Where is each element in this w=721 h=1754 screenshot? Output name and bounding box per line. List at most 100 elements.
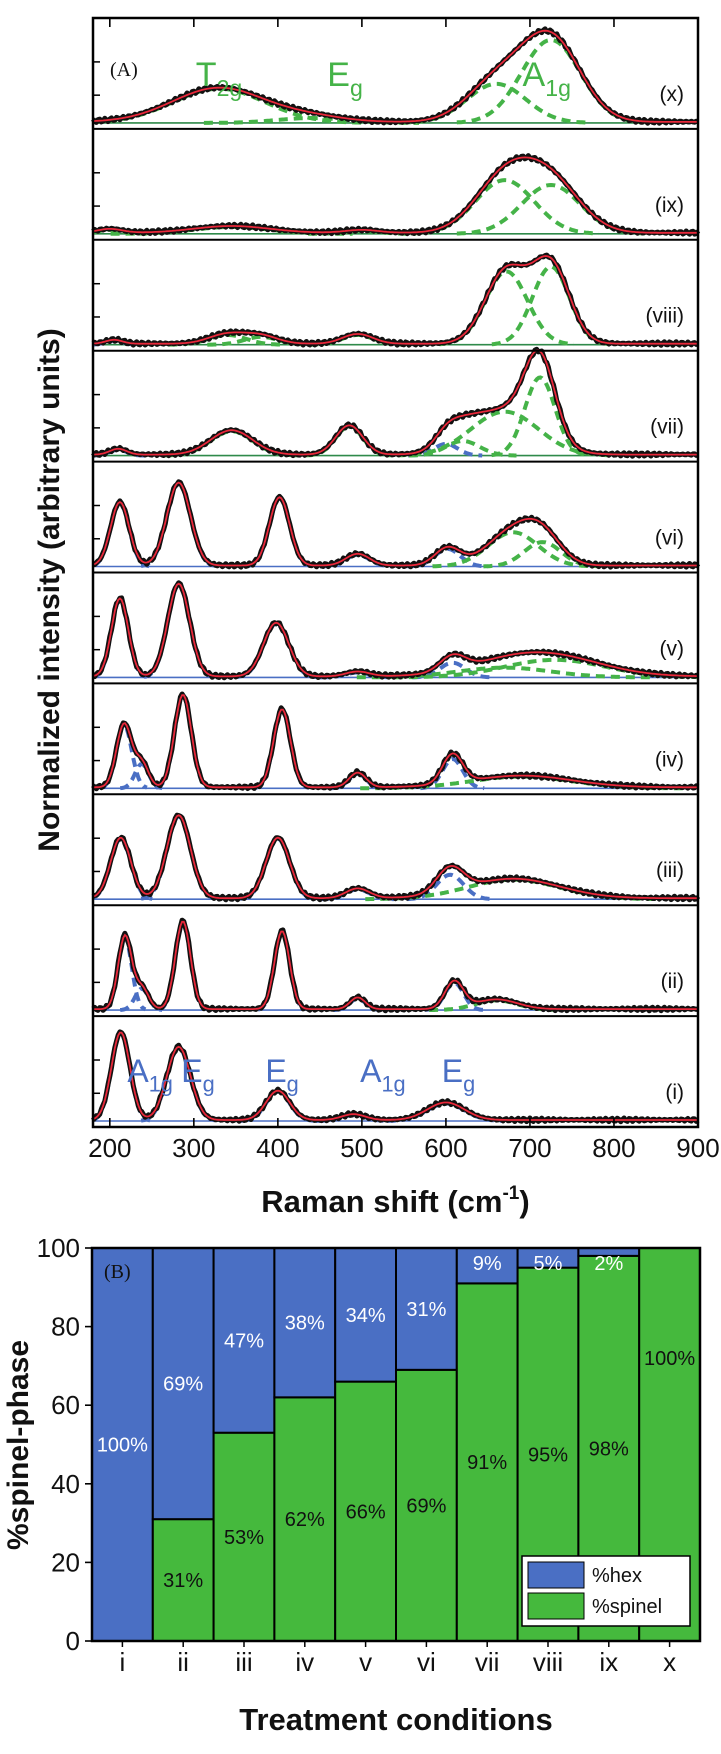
spectrum-5: (v): [92, 580, 699, 681]
fitted-spectrum-line: [92, 255, 698, 345]
x-tick-label: v: [359, 1647, 372, 1677]
hex-mode-label: A1g: [360, 1053, 406, 1097]
hex-component-peak: [408, 441, 483, 458]
spinel-percent-label: 95%: [528, 1444, 568, 1466]
bar-frame: [90, 1246, 702, 1643]
hex-percent-label: 5%: [534, 1253, 563, 1275]
y-axis-label: Normalized intensity (arbitrary units): [33, 328, 66, 851]
bar-vi: 69% 31%: [395, 1247, 458, 1642]
bar-v: 66% 34%: [334, 1247, 398, 1642]
spinel-percent-label: 98%: [589, 1438, 629, 1460]
bar-i: 100%: [91, 1247, 154, 1642]
spectrum-10: (x): [91, 26, 699, 126]
hex-mode-label: Eg: [265, 1053, 298, 1097]
x-tick-label: iv: [295, 1647, 314, 1677]
spinel-bar-segment: [334, 1380, 398, 1642]
spectrum-9: (ix): [91, 153, 701, 237]
hex-component-peak: [119, 761, 163, 791]
spinel-percent-label: 69%: [406, 1495, 446, 1517]
spinel-percent-label: 31%: [163, 1570, 203, 1592]
spectrum-label: (ii): [661, 970, 684, 993]
spinel-mode-label: Eg: [327, 56, 363, 101]
spectrum-8: (viii): [91, 252, 699, 348]
x-tick-label: 700: [508, 1133, 551, 1163]
hex-component-peak: [420, 756, 485, 791]
spinel-bar-segment: [212, 1431, 276, 1642]
fitted-spectrum-line: [92, 814, 698, 900]
bar-vii: 91% 9%: [455, 1247, 519, 1642]
x-tick-label: iii: [235, 1647, 252, 1677]
hex-percent-label: 69%: [163, 1374, 203, 1396]
y-tick-label: 60: [51, 1390, 80, 1420]
x-axis-label: Raman shift (cm-1): [261, 1183, 529, 1219]
hex-bar-segment: [151, 1247, 215, 1521]
x-tick-label: 800: [592, 1133, 635, 1163]
fitted-spectrum-line: [92, 29, 698, 123]
bar-iv: 62% 38%: [273, 1247, 337, 1642]
x-tick-label: i: [120, 1647, 126, 1677]
y-tick-label: 80: [51, 1312, 80, 1342]
spinel-component-peak: [491, 375, 588, 458]
spinel-percent-label: 62%: [285, 1509, 325, 1531]
hex-percent-label: 47%: [224, 1330, 264, 1352]
fitted-spectrum-line: [93, 920, 698, 1010]
legend: %hex %spinel: [521, 1555, 691, 1627]
spinel-mode-label: A1g: [523, 56, 571, 101]
spectrum-label: (v): [660, 637, 685, 660]
fitted-spectrum-line: [92, 349, 698, 456]
fitted-spectrum-line: [92, 1031, 698, 1121]
x-tick-label: vii: [475, 1647, 500, 1677]
x-tick-label: ii: [177, 1647, 189, 1677]
fitted-spectrum-line: [92, 156, 698, 234]
panel-label: (A): [110, 59, 138, 81]
y-tick-label: 20: [51, 1547, 80, 1577]
hex-component-peak: [119, 986, 163, 1012]
fitted-spectrum-line: [92, 582, 698, 678]
spectrum-4: (iv): [91, 691, 700, 792]
hex-percent-label: 2%: [594, 1253, 623, 1275]
bar-iii: 53% 47%: [212, 1247, 276, 1642]
x-tick-label: 300: [172, 1133, 215, 1163]
spinel-component-peak: [203, 116, 419, 125]
hex-percent-label: 31%: [406, 1299, 446, 1321]
spinel-percent-label: 53%: [224, 1527, 264, 1549]
spinel-mode-label: T2g: [196, 56, 243, 101]
spectrum-2: (ii): [91, 917, 699, 1014]
legend-label: %hex: [592, 1565, 642, 1587]
x-tick-label: ix: [599, 1647, 618, 1677]
x-tick-label: 400: [256, 1133, 299, 1163]
bar-ii: 31% 69%: [151, 1247, 215, 1643]
spectrum-6: (vi): [92, 479, 701, 570]
spectrum-label: (x): [660, 83, 685, 106]
phase-fraction-bar-panel: 100% i 31% 69% ii 53% 47% iii 62% 38% iv 66% 34% v 69%…: [2, 1233, 702, 1737]
legend-swatch: [527, 1592, 585, 1620]
hex-mode-label: A1g: [127, 1053, 173, 1097]
y-tick-label: 100: [37, 1233, 80, 1263]
spinel-percent-label: 91%: [467, 1452, 507, 1474]
spectrum-7: (vii): [91, 346, 700, 459]
hex-component-peak: [99, 722, 148, 790]
y-tick-label: 40: [51, 1469, 80, 1499]
fitted-spectrum-line: [93, 694, 698, 789]
spinel-bar-segment: [151, 1518, 215, 1643]
hex-percent-label: 100%: [97, 1435, 148, 1457]
spectra-frame: [91, 16, 700, 1129]
fitted-spectrum-line: [92, 481, 698, 567]
hex-percent-label: 38%: [285, 1313, 325, 1335]
raman-spectra-panel: (i) (ii) (iii) (iv) (v) (vi) (vii) (viii) (ix) (x…: [33, 16, 720, 1219]
y-axis-label: %spinel-phase: [2, 1340, 35, 1550]
spinel-bar-segment: [395, 1368, 458, 1642]
spectrum-label: (vi): [655, 527, 684, 550]
spectrum-label: (iii): [656, 859, 684, 882]
hex-mode-label: Eg: [442, 1053, 475, 1097]
legend-label: %spinel: [592, 1596, 662, 1618]
hex-bar-segment: [91, 1247, 154, 1642]
x-tick-label: 500: [340, 1133, 383, 1163]
hex-component-peak: [406, 872, 493, 902]
x-tick-label: 200: [88, 1133, 131, 1163]
spectrum-label: (i): [665, 1081, 684, 1104]
spectrum-3: (iii): [91, 812, 701, 903]
panel-label: (B): [104, 1261, 131, 1283]
x-tick-label: x: [663, 1647, 676, 1677]
